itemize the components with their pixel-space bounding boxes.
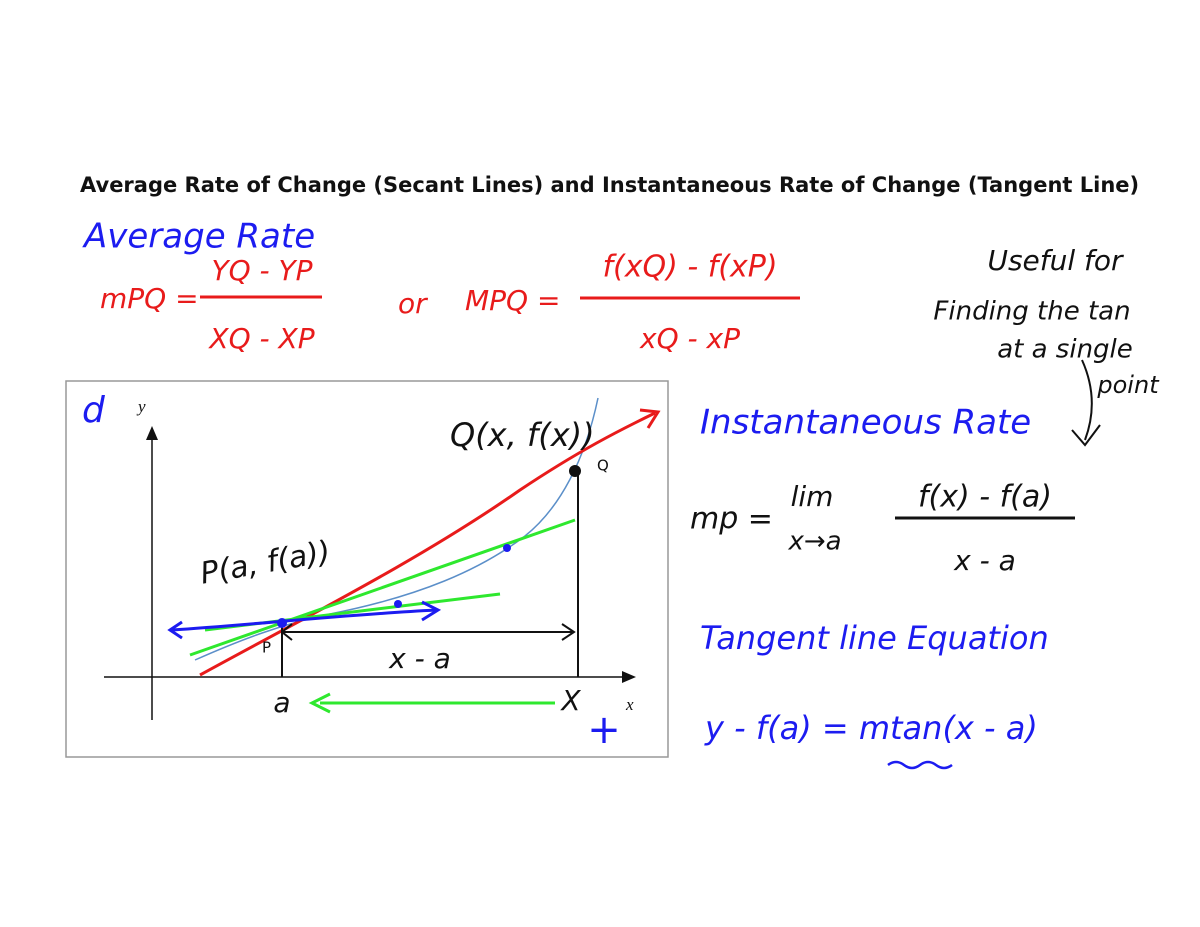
note-line: Useful for	[987, 244, 1124, 277]
limit-denominator: x - a	[953, 544, 1016, 577]
limit-numerator: f(x) - f(a)	[918, 480, 1052, 515]
plus-mark: +	[587, 707, 621, 753]
limit-sub: x→a	[787, 527, 841, 557]
note-line: at a single	[997, 335, 1133, 365]
interval-label: x - a	[388, 642, 451, 675]
note-brace	[1071, 359, 1101, 447]
curve	[194, 397, 599, 661]
note-line: point	[1096, 371, 1160, 399]
underline	[887, 760, 953, 770]
a-label: a	[273, 686, 290, 719]
approach-arrow	[171, 608, 437, 632]
q-point-label: Q(x, f(x))	[450, 416, 595, 454]
q-label: Q	[597, 457, 609, 475]
graph-frame	[65, 380, 669, 758]
secant-line	[189, 518, 576, 657]
note-line: Finding the tan	[933, 297, 1130, 327]
limit-lhs: mp =	[690, 502, 773, 537]
limit: lim	[791, 480, 834, 513]
x-axis-label: x	[625, 695, 634, 714]
formula-denominator: XQ - XP	[207, 322, 314, 355]
axis-arrow	[146, 426, 158, 440]
axis-arrow	[622, 671, 636, 683]
formula-numerator: f(xQ) - f(xP)	[602, 250, 777, 285]
title: Average Rate of Change (Secant Lines) an…	[80, 173, 1139, 197]
tangent-equation: y - f(a) = mtan(x - a)	[704, 709, 1038, 747]
point-p	[277, 618, 287, 628]
average-rate-heading: Average Rate	[82, 217, 315, 257]
point-q	[569, 465, 581, 477]
tangent-line	[199, 411, 656, 677]
connector: or	[398, 287, 428, 320]
formula-lhs: MPQ =	[465, 284, 560, 317]
formula-lhs: mPQ =	[100, 282, 199, 315]
arrow-head	[639, 408, 661, 429]
arrow-head	[167, 620, 183, 640]
secant-point	[394, 600, 402, 608]
x-label: X	[559, 684, 581, 717]
secant-point	[503, 544, 511, 552]
arrow-head	[308, 692, 331, 714]
y-axis-label: y	[136, 397, 146, 416]
tangent-heading: Tangent line Equation	[700, 619, 1049, 657]
graph-corner-label: d	[82, 390, 106, 431]
formula-numerator: YQ - YP	[211, 254, 312, 287]
arrow-head	[280, 623, 576, 641]
formula-denominator: xQ - xP	[639, 322, 740, 355]
p-label: P	[262, 639, 271, 657]
arrow-head	[421, 600, 442, 622]
instantaneous-heading: Instantaneous Rate	[700, 403, 1031, 443]
